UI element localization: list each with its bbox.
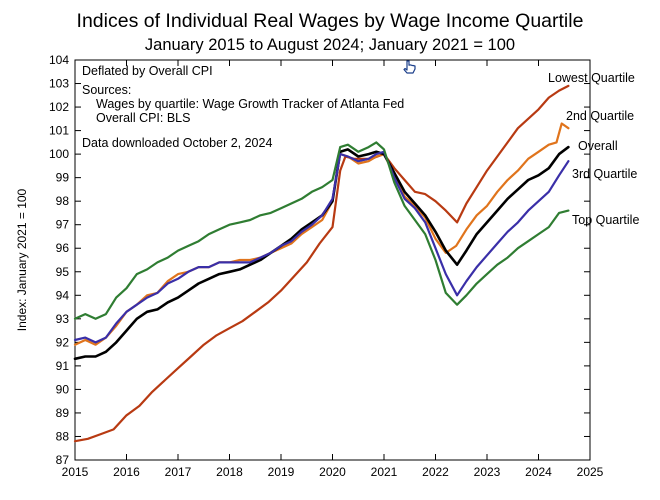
series-label-2nd-quartile: 2nd Quartile (566, 109, 634, 123)
x-tick-label: 2025 (577, 465, 604, 479)
y-tick-label: 97 (56, 218, 70, 232)
cursor-icon (403, 60, 416, 74)
series-line-3rd-quartile (73, 150, 570, 344)
y-tick-label: 100 (49, 147, 69, 161)
y-tick-label: 91 (56, 359, 70, 373)
x-tick-label: 2019 (268, 465, 295, 479)
x-tick-label: 2020 (319, 465, 346, 479)
y-tick-label: 89 (56, 406, 70, 420)
series-line-top-quartile (73, 141, 570, 320)
y-tick-label: 103 (49, 77, 69, 91)
series-lines (73, 84, 570, 443)
series-labels: Lowest Quartile 2nd Quartile Overall 3rd Qu… (548, 71, 639, 227)
x-tick-label: 2023 (474, 465, 501, 479)
x-tick-label: 2024 (525, 465, 552, 479)
y-tick-label: 90 (56, 382, 70, 396)
x-tick-label: 2017 (165, 465, 192, 479)
annotation-downloaded: Data downloaded October 2, 2024 (82, 136, 272, 150)
x-tick-label: 2022 (422, 465, 449, 479)
y-tick-label: 98 (56, 194, 70, 208)
x-tick-label: 2021 (371, 465, 398, 479)
annotation-source-wages: Wages by quartile: Wage Growth Tracker o… (96, 97, 404, 111)
series-line-overall (73, 145, 570, 361)
y-tick-label: 99 (56, 171, 70, 185)
annotation-source-cpi: Overall CPI: BLS (96, 111, 190, 125)
series-label-overall: Overall (578, 139, 618, 153)
series-label-top-quartile: Top Quartile (572, 213, 639, 227)
y-axis-label: Index: January 2021 = 100 (15, 188, 29, 331)
y-tick-label: 101 (49, 124, 69, 138)
chart-subtitle: January 2015 to August 2024; January 202… (145, 36, 515, 54)
source-annotations: Deflated by Overall CPI Sources: Wages b… (82, 64, 404, 150)
series-label-lowest-quartile: Lowest Quartile (548, 71, 635, 85)
annotation-sources-title: Sources: (82, 83, 131, 97)
y-tick-label: 94 (56, 288, 70, 302)
annotation-deflator: Deflated by Overall CPI (82, 64, 213, 78)
series-label-3rd-quartile: 3rd Quartile (572, 167, 637, 181)
chart-title: Indices of Individual Real Wages by Wage… (77, 10, 584, 32)
y-tick-label: 95 (56, 265, 70, 279)
y-tick-label: 102 (49, 100, 69, 114)
x-tick-label: 2015 (62, 465, 89, 479)
x-tick-label: 2018 (216, 465, 243, 479)
y-tick-label: 96 (56, 241, 70, 255)
y-axis: 87 88 89 90 91 92 93 94 95 96 97 98 99 100 101 102 103 10… (49, 53, 590, 467)
y-tick-label: 92 (56, 335, 70, 349)
y-tick-label: 104 (49, 53, 69, 67)
y-tick-label: 88 (56, 429, 70, 443)
x-axis: 2015 2016 2017 2018 2019 2020 2021 2022 2023 2024… (62, 60, 604, 479)
y-tick-label: 93 (56, 312, 70, 326)
x-tick-label: 2016 (113, 465, 140, 479)
y-tick-label: 87 (56, 453, 70, 467)
